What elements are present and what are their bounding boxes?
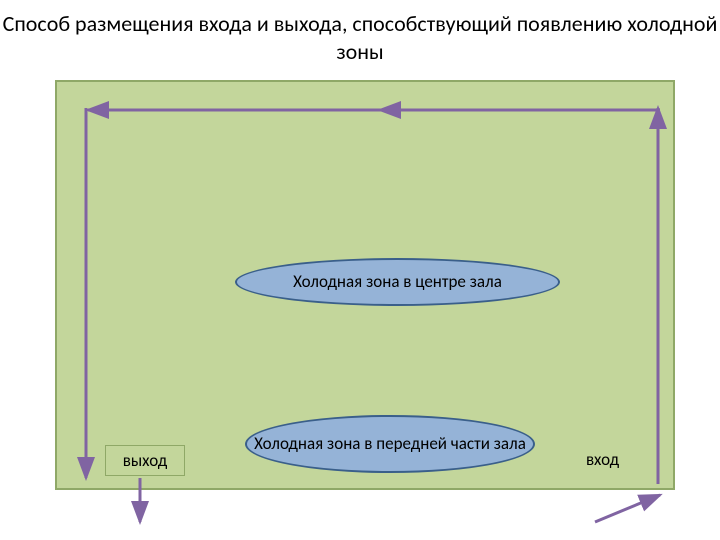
slide: Способ размещения входа и выхода, способ… xyxy=(0,0,720,540)
flow-arrows xyxy=(0,0,720,540)
flow-arrow xyxy=(595,495,660,522)
